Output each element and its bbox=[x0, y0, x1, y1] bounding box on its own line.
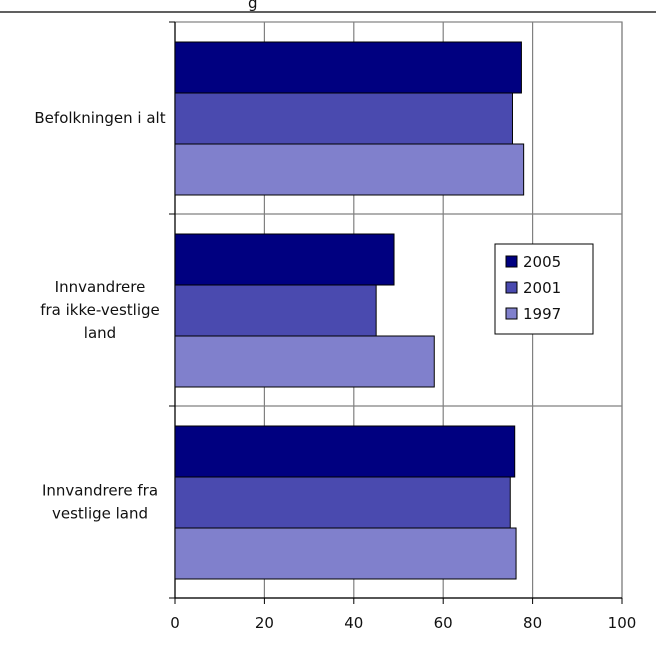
category-label: Innvandrere fra vestlige land bbox=[42, 482, 158, 523]
legend-label-2005: 2005 bbox=[523, 253, 561, 271]
legend-swatch-2005 bbox=[505, 255, 518, 268]
x-tick-label: 40 bbox=[344, 614, 363, 632]
bar-2001-1 bbox=[174, 92, 513, 145]
bar-2005-1 bbox=[174, 41, 522, 94]
legend-label-2001: 2001 bbox=[523, 279, 561, 297]
bar-1997-1 bbox=[174, 143, 525, 196]
legend-swatch-1997 bbox=[505, 307, 518, 320]
bar-1997-2 bbox=[174, 335, 435, 388]
category-label: Innvandrere fra ikke-vestlige land bbox=[40, 278, 160, 342]
bar-2001-3 bbox=[174, 476, 511, 529]
title-fragment: g bbox=[248, 0, 258, 12]
legend-label-1997: 1997 bbox=[523, 305, 561, 323]
bar-2001-2 bbox=[174, 284, 377, 337]
legend: 2005 2001 1997 bbox=[494, 243, 594, 335]
x-tick-label: 100 bbox=[608, 614, 637, 632]
bar-1997-3 bbox=[174, 527, 517, 580]
bar-2005-2 bbox=[174, 233, 395, 286]
x-tick-label: 60 bbox=[434, 614, 453, 632]
plot-area: Befolkningen i alt Innvandrere fra ikke-ve… bbox=[34, 21, 637, 632]
x-tick-label: 20 bbox=[255, 614, 274, 632]
category-label: Befolkningen i alt bbox=[34, 109, 165, 127]
legend-swatch-2001 bbox=[505, 281, 518, 294]
bar-2005-3 bbox=[174, 425, 516, 478]
x-tick-label: 80 bbox=[523, 614, 542, 632]
x-tick-label: 0 bbox=[170, 614, 180, 632]
